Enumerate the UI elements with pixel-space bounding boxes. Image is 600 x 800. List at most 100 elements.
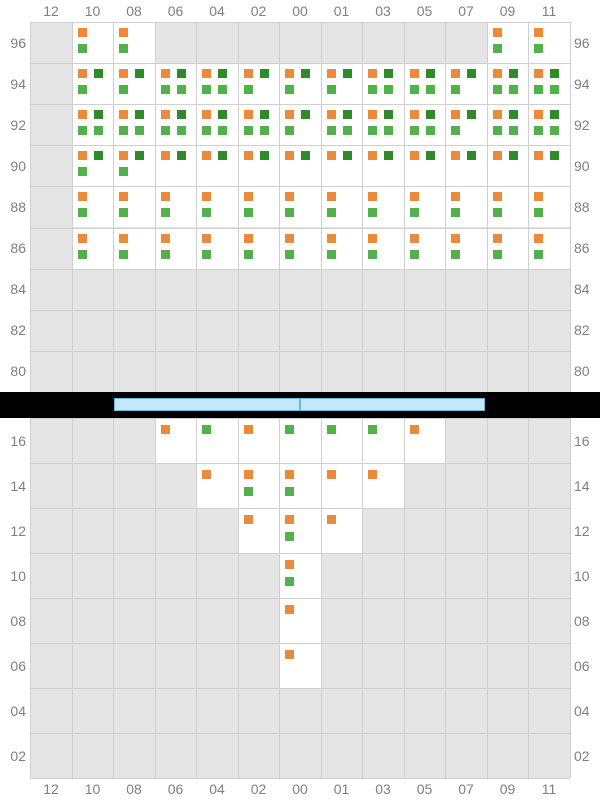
seat-marker [509,69,518,78]
seat-marker [244,192,253,201]
seat-marker [384,69,393,78]
seat-marker [161,110,170,119]
seat-marker [119,167,128,176]
seat-marker [218,126,227,135]
seat-marker [119,234,128,243]
seat-marker [327,234,336,243]
seat-marker [384,110,393,119]
seat-marker [177,110,186,119]
seat-marker [119,192,128,201]
seat-marker [161,126,170,135]
seat-marker [285,487,294,496]
seat-marker [493,85,502,94]
seat-marker [534,69,543,78]
seat-marker [493,126,502,135]
seat-marker [244,487,253,496]
seat-marker [384,126,393,135]
seat-marker [285,250,294,259]
seat-marker [78,126,87,135]
seat-marker [218,151,227,160]
seat-marker [285,515,294,524]
seat-marker [343,69,352,78]
seat-marker [410,85,419,94]
seat-marker [202,192,211,201]
seat-marker [368,69,377,78]
separator-track [0,392,600,418]
seat-marker [534,192,543,201]
seat-marker [410,69,419,78]
seat-marker [244,234,253,243]
seat-marker [368,110,377,119]
seat-marker [451,110,460,119]
seat-marker [327,151,336,160]
seat-marker [202,126,211,135]
seat-marker [534,234,543,243]
seat-marker [244,208,253,217]
seat-marker [301,110,310,119]
seat-marker [285,605,294,614]
seat-marker [78,44,87,53]
seat-marker [493,234,502,243]
seat-marker [451,85,460,94]
seat-marker [368,126,377,135]
seat-marker [451,208,460,217]
seat-marker [177,85,186,94]
seat-marker [218,69,227,78]
seat-marker [285,650,294,659]
seat-marker [327,250,336,259]
seat-marker [493,192,502,201]
seat-marker [426,126,435,135]
seat-marker [135,151,144,160]
seat-marker [94,69,103,78]
seat-marker [327,69,336,78]
seat-marker [410,192,419,201]
seat-marker [327,110,336,119]
seat-marker [218,85,227,94]
seat-marker [285,110,294,119]
seat-marker [451,151,460,160]
seat-marker [410,234,419,243]
seat-marker [327,425,336,434]
seat-marker [327,515,336,524]
seat-marker [78,69,87,78]
seat-marker [327,85,336,94]
seat-marker [285,470,294,479]
seat-marker [534,85,543,94]
panel-top [30,22,570,392]
seat-marker [119,69,128,78]
seat-marker [451,234,460,243]
seat-marker [244,515,253,524]
seat-marker [410,151,419,160]
seat-marker [534,250,543,259]
seat-marker [426,110,435,119]
seat-marker [78,110,87,119]
seat-marker [135,110,144,119]
seat-marker [94,110,103,119]
seat-marker [177,151,186,160]
seat-marker [534,151,543,160]
seat-marker [534,126,543,135]
seat-marker [260,151,269,160]
seat-map: 9696949492929090888886868484828280801210… [0,0,600,800]
seat-marker [327,126,336,135]
seat-marker [78,85,87,94]
seat-marker [493,151,502,160]
seat-marker [343,110,352,119]
seat-marker [509,151,518,160]
seat-marker [161,250,170,259]
seat-marker [343,151,352,160]
seat-marker [285,126,294,135]
seat-marker [550,126,559,135]
seat-marker [244,425,253,434]
seat-marker [119,126,128,135]
seat-marker [244,126,253,135]
seat-marker [285,234,294,243]
seat-marker [550,151,559,160]
seat-marker [550,110,559,119]
stage-bar-right [300,398,485,411]
seat-marker [509,126,518,135]
seat-marker [410,425,419,434]
seat-marker [202,69,211,78]
seat-marker [467,110,476,119]
seat-marker [426,69,435,78]
